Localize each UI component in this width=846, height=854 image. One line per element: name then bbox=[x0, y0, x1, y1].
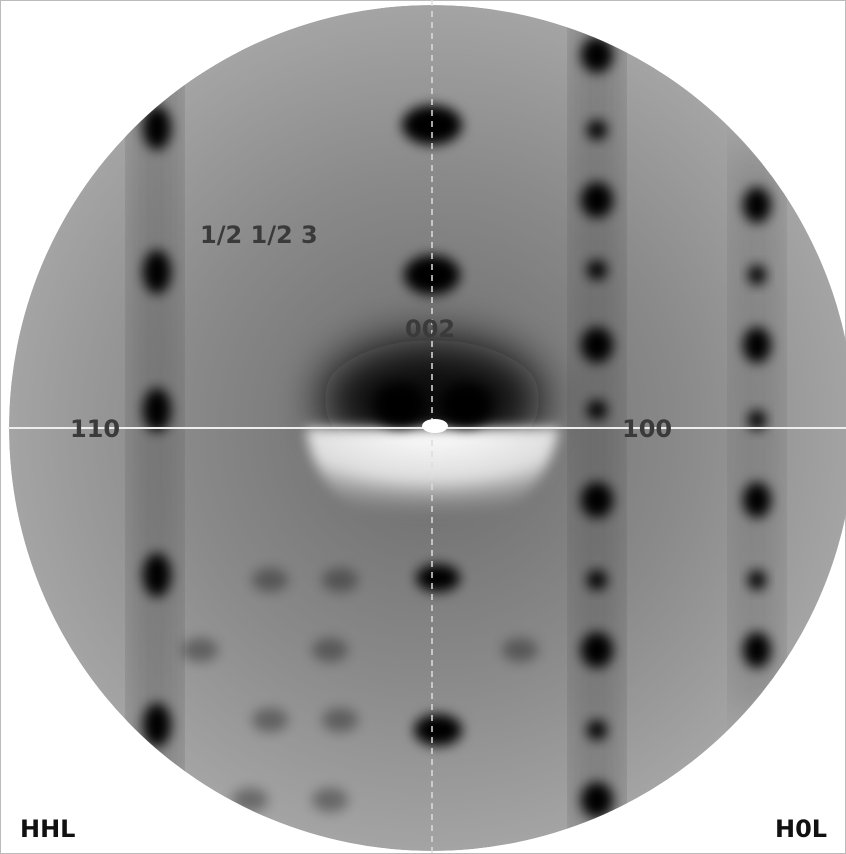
diffraction-spot bbox=[587, 400, 607, 420]
diffraction-spot bbox=[416, 564, 460, 592]
diffraction-figure: 1/2 1/2 3 002 110 100 HHL H0L bbox=[0, 0, 846, 854]
diffraction-spot bbox=[587, 720, 607, 740]
peak-label: 100 bbox=[622, 415, 672, 443]
diffraction-spot bbox=[748, 265, 766, 285]
diffraction-spot bbox=[581, 632, 613, 668]
diffraction-spot bbox=[743, 482, 771, 518]
diffraction-spot bbox=[252, 568, 288, 592]
diffraction-spot bbox=[322, 708, 358, 732]
plane-label: H0L bbox=[775, 815, 827, 843]
plane-label: HHL bbox=[20, 815, 75, 843]
diffraction-spot bbox=[143, 703, 171, 747]
diffraction-spot bbox=[587, 120, 607, 140]
diffraction-spot bbox=[743, 632, 771, 668]
diffraction-spot bbox=[581, 482, 613, 518]
diffraction-spot bbox=[587, 570, 607, 590]
peak-label: 110 bbox=[70, 415, 120, 443]
beam-center bbox=[422, 419, 448, 433]
diffraction-spot bbox=[743, 187, 771, 223]
diffraction-spot bbox=[748, 570, 766, 590]
diffraction-spot bbox=[581, 182, 613, 218]
diffraction-spot bbox=[374, 383, 426, 427]
diffraction-spot bbox=[252, 708, 288, 732]
diffraction-spot bbox=[182, 638, 218, 662]
peak-label: 1/2 1/2 3 bbox=[200, 221, 318, 249]
diffraction-spot bbox=[440, 383, 492, 427]
diffraction-spot bbox=[312, 638, 348, 662]
diffraction-spot bbox=[322, 568, 358, 592]
diffraction-spot bbox=[143, 553, 171, 597]
diffraction-spot bbox=[143, 388, 171, 432]
diffraction-spot bbox=[143, 250, 171, 294]
diffraction-spot bbox=[502, 638, 538, 662]
diffraction-spot bbox=[743, 327, 771, 363]
diffraction-spot bbox=[414, 714, 462, 746]
diffraction-spot bbox=[581, 327, 613, 363]
peak-label: 002 bbox=[405, 315, 455, 343]
diffraction-spot bbox=[587, 260, 607, 280]
diffraction-spot bbox=[312, 788, 348, 812]
